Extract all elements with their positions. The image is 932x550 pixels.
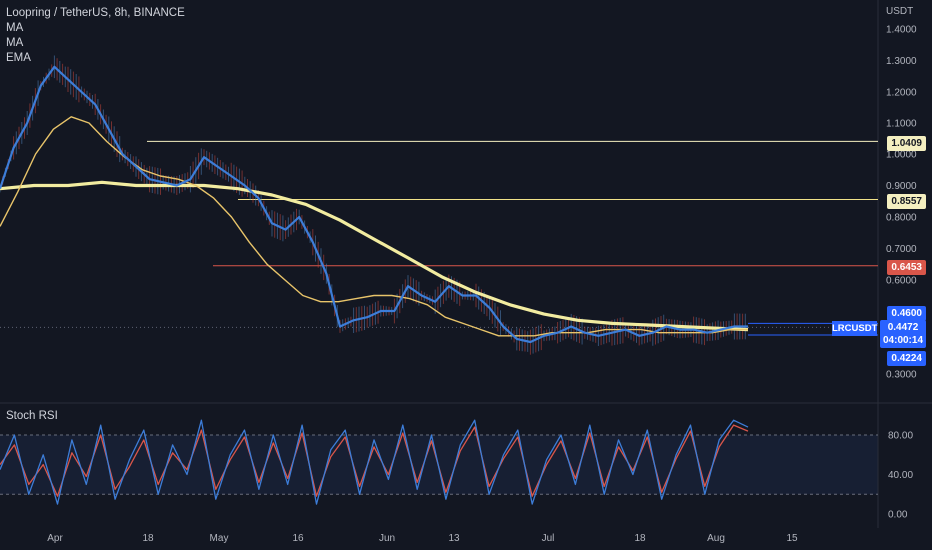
price-tick-label: 1.3000	[886, 56, 917, 67]
symbol-tag: LRCUSDT	[832, 321, 878, 336]
symbol-title[interactable]: Loopring / TetherUS, 8h, BINANCE	[6, 7, 185, 19]
rsi-tick-label: 0.00	[888, 510, 908, 521]
price-tick-label: 0.7000	[886, 244, 917, 255]
currency-label: USDT	[886, 6, 914, 17]
ma-indicator-label[interactable]: MA	[6, 22, 24, 34]
ma-slow-line	[0, 180, 749, 332]
price-tick-label: 1.2000	[886, 88, 917, 99]
time-tick-label: Jul	[542, 533, 555, 544]
time-tick-label: 13	[448, 533, 460, 544]
time-tick-label: 18	[634, 533, 646, 544]
time-tick-label: Aug	[707, 533, 725, 544]
price-tick-label: 0.3000	[886, 370, 917, 381]
rsi-tick-label: 40.00	[888, 470, 913, 481]
price-tick-label: 0.9000	[886, 181, 917, 192]
rsi-band-fill	[0, 435, 878, 495]
rsi-tick-label: 80.00	[888, 431, 913, 442]
resistance-1-tag: 1.0409	[887, 136, 926, 151]
price-tick-label: 0.6000	[886, 276, 917, 287]
time-tick-label: 15	[786, 533, 798, 544]
time-tick-label: 18	[142, 533, 154, 544]
stoch-rsi-label[interactable]: Stoch RSI	[6, 410, 58, 422]
time-tick-label: Apr	[47, 533, 63, 544]
support-1-tag: 0.6453	[887, 260, 926, 275]
high-marker-tag: 0.4600	[887, 306, 926, 321]
bar-countdown: 04:00:14	[882, 335, 924, 346]
last-price-tag: 0.4472 04:00:14	[880, 320, 926, 348]
price-tick-label: 1.0000	[886, 150, 917, 161]
ema-indicator-label[interactable]: EMA	[6, 52, 31, 64]
chart-legend: Loopring / TetherUS, 8h, BINANCE MA MA E…	[6, 6, 185, 66]
price-line	[0, 65, 748, 344]
resistance-2-tag: 0.8557	[887, 194, 926, 209]
time-tick-label: May	[210, 533, 229, 544]
rsi-k-line	[0, 419, 749, 505]
last-price-value: 0.4472	[887, 322, 919, 333]
price-tick-label: 1.1000	[886, 119, 917, 130]
time-tick-label: 16	[292, 533, 304, 544]
time-tick-label: Jun	[379, 533, 395, 544]
price-tick-label: 1.4000	[886, 25, 917, 36]
low-marker-tag: 0.4224	[887, 351, 926, 366]
price-tick-label: 0.8000	[886, 213, 917, 224]
ma-indicator-label[interactable]: MA	[6, 37, 24, 49]
